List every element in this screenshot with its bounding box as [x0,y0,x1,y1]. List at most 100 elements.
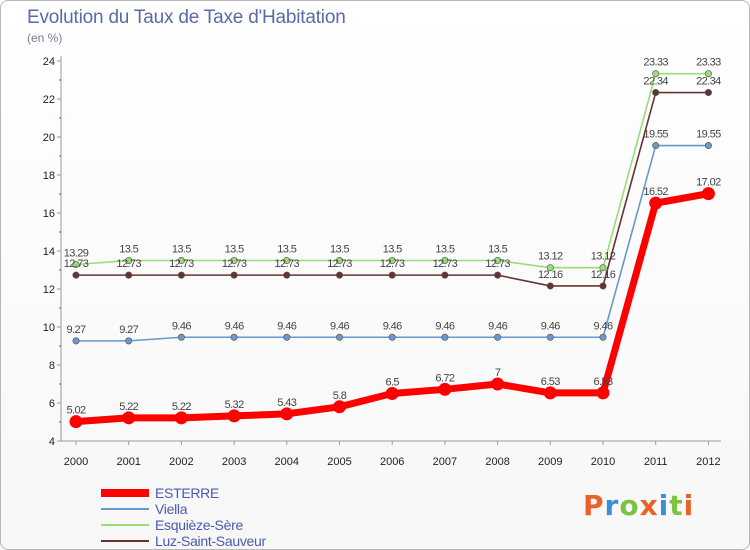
data-label: 13.5 [119,244,138,256]
data-label: 13.12 [538,251,563,263]
data-label: 13.5 [330,244,349,256]
data-point [441,333,449,341]
data-point [652,89,660,97]
data-point [125,256,133,264]
legend: ESTERRE Viella Esquièze-Sère Luz-Saint-S… [101,485,266,549]
proxiti-logo: Proxiti [583,489,694,522]
data-label: 9.46 [225,320,244,332]
x-tick-label: 2000 [64,456,88,468]
data-label: 9.46 [172,320,191,332]
data-point [283,271,291,279]
data-point [441,271,449,279]
logo-letter: r [604,489,620,522]
data-label: 5.32 [225,399,244,411]
legend-item-esquieze-sere: Esquièze-Sère [101,517,266,533]
data-point [177,271,185,279]
logo-letter: P [583,489,605,522]
data-label: 9.46 [383,320,402,332]
data-point [125,337,133,345]
data-label: 9.46 [593,320,612,332]
data-point [335,256,343,264]
x-tick-label: 2004 [275,456,299,468]
data-point [599,333,607,341]
data-label: 9.46 [435,320,454,332]
legend-label: Luz-Saint-Sauveur [155,533,266,549]
data-point [652,70,660,78]
data-label: 13.5 [172,244,191,256]
logo-letter: i [658,489,670,522]
data-point [385,387,399,400]
data-point [230,271,238,279]
y-tick-label: 18 [43,170,55,182]
x-tick-label: 2005 [327,456,351,468]
data-label: 12.73 [275,258,300,270]
data-label: 5.8 [333,390,347,402]
legend-swatch [101,524,149,526]
data-point [125,271,133,279]
data-label: 13.5 [435,244,454,256]
data-point [283,256,291,264]
data-label: 9.46 [330,320,349,332]
data-label: 9.46 [541,320,560,332]
data-label: 22.34 [643,76,668,88]
y-tick-label: 4 [49,436,55,448]
data-point [546,282,554,290]
data-point [283,333,291,341]
data-label: 17.02 [696,177,721,189]
data-label: 12.16 [538,269,563,281]
data-point [69,415,83,429]
data-point [230,256,238,264]
data-label: 12.73 [327,258,352,270]
data-label: 23.33 [643,57,668,69]
data-label: 9.27 [66,324,85,336]
data-label: 5.43 [277,397,296,409]
data-point [72,271,80,279]
chart-subtitle: (en %) [27,31,63,45]
y-tick-label: 8 [49,360,55,372]
data-label: 9.46 [488,320,507,332]
data-point [494,271,502,279]
data-label: 12.73 [380,258,405,270]
data-label: 19.55 [643,129,668,141]
legend-label: ESTERRE [155,485,220,501]
legend-swatch [101,489,149,497]
data-label: 12.73 [433,258,458,270]
data-label: 19.55 [696,129,721,141]
x-tick-label: 2011 [644,456,668,468]
data-point [72,260,80,268]
data-point [494,333,502,341]
data-point [230,333,238,341]
y-tick-label: 22 [43,94,55,106]
data-point [388,271,396,279]
data-label: 6.53 [541,376,560,388]
data-label: 12.16 [591,269,616,281]
data-label: 23.33 [696,57,721,69]
series-line-2 [75,72,709,269]
data-point [333,400,346,414]
x-tick-label: 2010 [591,456,615,468]
y-tick-label: 24 [43,56,55,68]
data-point [546,264,554,272]
data-point [441,256,449,264]
chart-title: Evolution du Taux de Taxe d'Habitation [27,7,346,28]
x-tick-label: 2007 [433,456,457,468]
legend-item-esterre: ESTERRE [101,485,266,501]
data-label: 5.22 [119,401,138,413]
data-label: 12.73 [222,258,247,270]
x-tick-label: 2008 [485,456,509,468]
logo-letter: x [639,489,659,522]
y-tick-label: 12 [43,284,55,296]
data-point [701,187,715,201]
data-label: 9.27 [119,324,138,336]
data-point [494,256,502,264]
x-tick-label: 2006 [380,456,404,468]
data-point [543,386,557,400]
data-point [227,409,241,423]
data-point [704,142,712,150]
logo-letter: t [669,489,684,522]
x-tick-label: 2012 [696,456,720,468]
x-tick-label: 2001 [116,456,140,468]
data-label: 12.73 [485,258,510,270]
